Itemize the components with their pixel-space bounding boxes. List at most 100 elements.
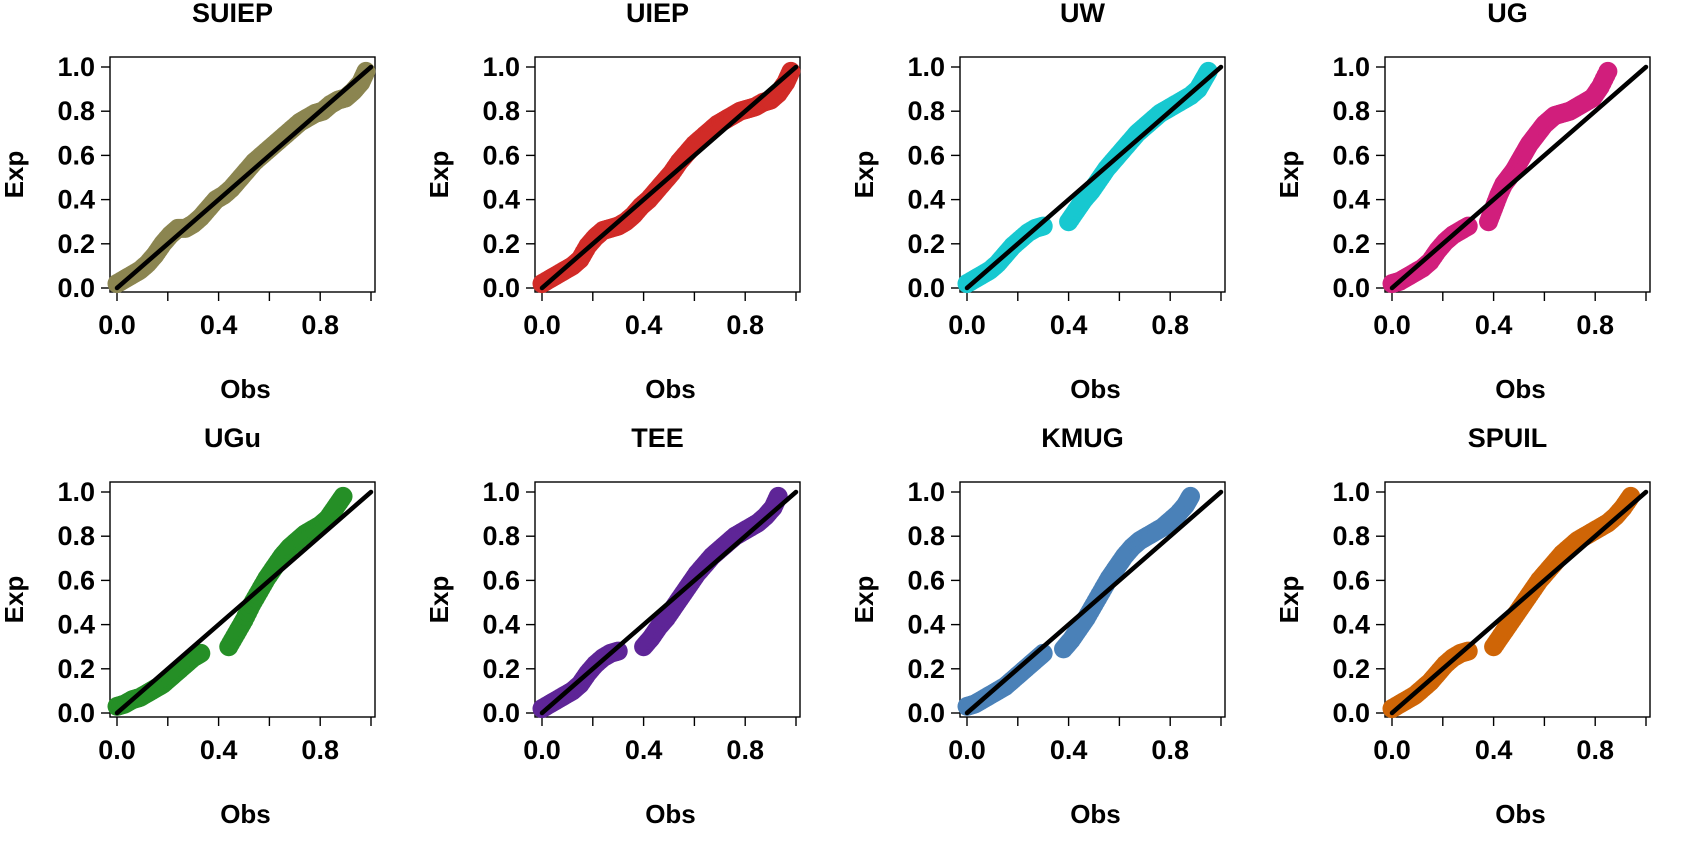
data-points	[957, 61, 1218, 294]
y-tick-label: 0.0	[907, 698, 945, 728]
chart-title: SUIEP	[192, 0, 273, 28]
y-tick-label: 0.6	[1332, 565, 1370, 595]
y-tick-label: 0.0	[1332, 273, 1370, 303]
chart-title: SPUIL	[1468, 425, 1548, 453]
chart-title: TEE	[631, 425, 684, 453]
x-tick-label: 0.0	[948, 735, 986, 765]
x-tick-label: 0.4	[625, 310, 663, 340]
x-tick-label: 0.8	[301, 310, 339, 340]
x-tick-label: 0.8	[1576, 735, 1614, 765]
data-points	[532, 486, 788, 719]
qq-panel-kmug: KMUG 0.0 0.2 0.4 0.6 0.8 1.0 0.0 0.4 0.8 Obs Exp	[850, 425, 1275, 850]
qq-panel-ugu: UGu 0.0 0.2 0.4 0.6 0.8 1.0 0.0 0.4 0.8 Obs Exp	[0, 425, 425, 850]
y-tick-label: 0.8	[1332, 521, 1370, 551]
reference-line	[539, 64, 799, 291]
chart-svg: UG 0.0 0.2 0.4 0.6 0.8 1.0 0.0 0.4 0.8 Obs Exp	[1275, 0, 1651, 404]
x-tick-label: 0.8	[301, 735, 339, 765]
chart-title: UG	[1487, 0, 1528, 28]
y-tick-label: 0.4	[57, 185, 95, 215]
x-axis-label: Obs	[220, 374, 271, 404]
y-tick-label: 0.0	[482, 698, 520, 728]
y-tick-label: 0.4	[907, 185, 945, 215]
x-tick-label: 0.0	[98, 310, 136, 340]
data-points	[957, 486, 1201, 716]
chart-svg: SUIEP 0.0 0.2 0.4 0.6 0.8 1.0 0.0 0.4 0.8 Obs Exp	[0, 0, 376, 404]
x-tick-label: 0.4	[1475, 735, 1513, 765]
y-tick-label: 1.0	[57, 477, 95, 507]
y-tick-label: 1.0	[907, 52, 945, 82]
reference-line	[1389, 64, 1649, 291]
chart-svg: UW 0.0 0.2 0.4 0.6 0.8 1.0 0.0 0.4 0.8 Obs Exp	[850, 0, 1226, 404]
y-tick-label: 0.0	[57, 698, 95, 728]
y-tick-label: 0.0	[482, 273, 520, 303]
reference-line	[114, 489, 374, 716]
chart-svg: TEE 0.0 0.2 0.4 0.6 0.8 1.0 0.0 0.4 0.8 Obs Exp	[425, 425, 801, 829]
y-tick-label: 0.4	[907, 610, 945, 640]
data-points	[1382, 486, 1641, 719]
x-tick-label: 0.8	[1576, 310, 1614, 340]
y-axis-label: Exp	[1275, 576, 1304, 624]
x-tick-label: 0.8	[1151, 735, 1189, 765]
plot-frame	[109, 481, 376, 718]
plot-frame	[534, 56, 801, 293]
y-tick-label: 1.0	[907, 477, 945, 507]
y-tick-label: 0.8	[57, 96, 95, 126]
y-tick-label: 0.2	[57, 654, 95, 684]
x-tick-label: 0.4	[200, 310, 238, 340]
y-tick-label: 0.2	[1332, 654, 1370, 684]
y-tick-label: 0.2	[907, 229, 945, 259]
qq-panel-uw: UW 0.0 0.2 0.4 0.6 0.8 1.0 0.0 0.4 0.8 Obs Exp	[850, 0, 1275, 425]
y-tick-label: 0.2	[57, 229, 95, 259]
qq-panel-ug: UG 0.0 0.2 0.4 0.6 0.8 1.0 0.0 0.4 0.8 Obs Exp	[1275, 0, 1700, 425]
y-axis-label: Exp	[0, 576, 29, 624]
y-tick-label: 0.8	[907, 96, 945, 126]
y-tick-label: 1.0	[482, 477, 520, 507]
chart-svg: UGu 0.0 0.2 0.4 0.6 0.8 1.0 0.0 0.4 0.8 Obs Exp	[0, 425, 376, 829]
x-tick-label: 0.0	[1373, 310, 1411, 340]
y-tick-label: 1.0	[1332, 52, 1370, 82]
x-tick-label: 0.8	[1151, 310, 1189, 340]
x-tick-label: 0.4	[1475, 310, 1513, 340]
y-tick-label: 0.6	[57, 140, 95, 170]
reference-line	[539, 489, 799, 716]
x-tick-label: 0.4	[200, 735, 238, 765]
y-tick-label: 0.6	[907, 565, 945, 595]
data-point	[1033, 216, 1053, 236]
y-tick-label: 0.8	[57, 521, 95, 551]
chart-title: UW	[1060, 0, 1105, 28]
y-tick-label: 0.0	[907, 273, 945, 303]
chart-svg: UIEP 0.0 0.2 0.4 0.6 0.8 1.0 0.0 0.4 0.8 Obs Exp	[425, 0, 801, 404]
y-axis-label: Exp	[425, 576, 454, 624]
chart-title: UIEP	[626, 0, 689, 28]
x-axis-label: Obs	[1495, 374, 1546, 404]
y-axis-label: Exp	[1275, 151, 1304, 199]
y-axis-label: Exp	[0, 151, 29, 199]
x-tick-label: 0.0	[1373, 735, 1411, 765]
data-point	[1598, 61, 1618, 81]
y-tick-label: 0.0	[57, 273, 95, 303]
y-tick-label: 0.6	[482, 565, 520, 595]
y-tick-label: 0.2	[482, 229, 520, 259]
reference-line	[964, 64, 1224, 291]
y-tick-label: 1.0	[482, 52, 520, 82]
reference-line	[1389, 489, 1649, 716]
y-tick-label: 0.8	[482, 521, 520, 551]
x-tick-label: 0.0	[523, 735, 561, 765]
data-point	[1181, 486, 1201, 506]
y-tick-label: 0.8	[907, 521, 945, 551]
data-points	[107, 486, 353, 716]
y-axis-label: Exp	[850, 151, 879, 199]
x-tick-label: 0.0	[98, 735, 136, 765]
plot-frame	[1384, 56, 1651, 293]
x-tick-label: 0.8	[726, 310, 764, 340]
x-axis-label: Obs	[220, 799, 271, 829]
y-tick-label: 0.2	[907, 654, 945, 684]
data-point	[1458, 641, 1478, 661]
y-tick-label: 0.6	[57, 565, 95, 595]
x-axis-label: Obs	[645, 799, 696, 829]
x-tick-label: 0.4	[625, 735, 663, 765]
y-tick-label: 0.4	[1332, 185, 1370, 215]
y-axis-label: Exp	[425, 151, 454, 199]
y-tick-label: 0.2	[482, 654, 520, 684]
data-point	[1458, 216, 1478, 236]
